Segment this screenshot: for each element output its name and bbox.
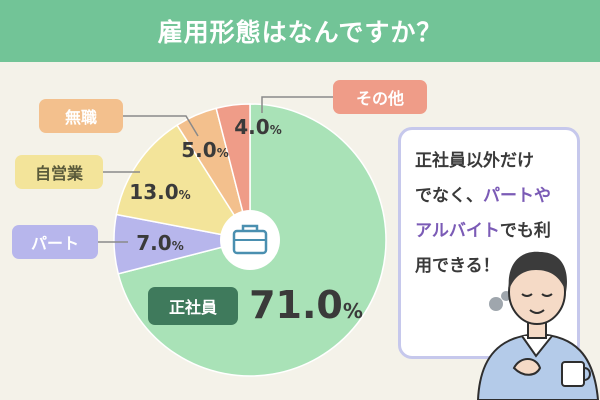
label-tag-パート: パート [12,225,98,259]
title-bar: 雇用形態はなんですか？ [0,0,600,62]
label-tag-その他: その他 [333,80,427,114]
label-text-正社員: 正社員 [168,298,217,317]
person-holding-cup-icon [476,251,600,400]
label-tag-無職: 無職 [39,99,123,133]
pie-slice-その他 [215,103,251,241]
chart-title: 雇用形態はなんですか？ [157,18,443,47]
leader-line-その他 [261,96,333,113]
bubble-line-2: でなく、パートや [415,186,551,206]
label-text-その他: その他 [355,89,404,108]
leader-line-無職 [123,115,199,137]
briefcase-icon [220,210,280,270]
bubble-line-1: 正社員以外だけ [415,151,534,171]
label-text-自営業: 自営業 [34,164,83,183]
value-label-正社員: 71.0% [249,283,363,327]
label-text-パート: パート [30,234,79,253]
pie-slice-自営業 [115,124,252,242]
bubble-line-4: 用できる！ [415,256,500,276]
bubble-line-3: アルバイトでも利 [415,221,551,241]
label-text-無職: 無職 [64,108,97,127]
label-tag-正社員: 正社員 [148,287,238,325]
label-tag-自営業: 自営業 [15,155,103,189]
